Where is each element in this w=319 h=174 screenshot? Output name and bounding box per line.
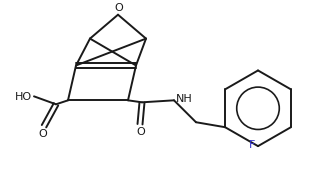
Text: O: O bbox=[39, 129, 48, 139]
Text: O: O bbox=[137, 127, 145, 137]
Text: F: F bbox=[249, 140, 255, 150]
Text: O: O bbox=[115, 3, 123, 13]
Text: HO: HO bbox=[15, 92, 32, 102]
Text: NH: NH bbox=[176, 94, 193, 104]
